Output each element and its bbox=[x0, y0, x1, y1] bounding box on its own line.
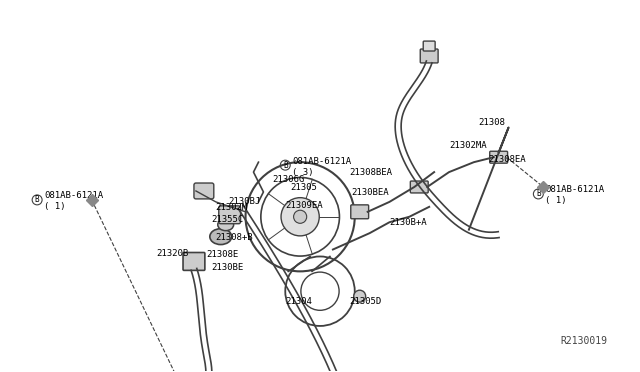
FancyBboxPatch shape bbox=[410, 181, 428, 193]
Text: B: B bbox=[536, 189, 541, 198]
Text: B: B bbox=[283, 161, 287, 170]
Text: 21355C: 21355C bbox=[211, 215, 243, 224]
Text: 21308EA: 21308EA bbox=[489, 155, 526, 164]
Text: 21305: 21305 bbox=[290, 183, 317, 192]
Text: R2130019: R2130019 bbox=[561, 336, 608, 346]
Text: 21302MA: 21302MA bbox=[449, 141, 486, 150]
Circle shape bbox=[281, 198, 319, 236]
Text: 21309EA: 21309EA bbox=[285, 201, 323, 210]
FancyBboxPatch shape bbox=[420, 49, 438, 63]
Text: 21308: 21308 bbox=[479, 118, 506, 128]
Text: 2130B+A: 2130B+A bbox=[390, 218, 427, 227]
Circle shape bbox=[294, 210, 307, 223]
FancyBboxPatch shape bbox=[219, 206, 241, 224]
Ellipse shape bbox=[210, 229, 232, 244]
Text: 21304: 21304 bbox=[285, 297, 312, 306]
Text: 081AB-6121A: 081AB-6121A bbox=[292, 157, 351, 166]
FancyBboxPatch shape bbox=[490, 151, 508, 163]
Text: 21320B: 21320B bbox=[156, 249, 189, 258]
Text: B: B bbox=[35, 195, 40, 204]
Text: ( 3): ( 3) bbox=[292, 168, 314, 177]
Text: 21308+B: 21308+B bbox=[216, 232, 253, 241]
Text: 2130BJ: 2130BJ bbox=[228, 197, 261, 206]
FancyBboxPatch shape bbox=[194, 183, 214, 199]
Text: 21302M: 21302M bbox=[216, 203, 248, 212]
FancyBboxPatch shape bbox=[183, 253, 205, 270]
Text: ( 1): ( 1) bbox=[44, 202, 65, 211]
FancyBboxPatch shape bbox=[351, 205, 369, 219]
Text: 21305D: 21305D bbox=[350, 297, 382, 306]
Circle shape bbox=[354, 290, 365, 302]
FancyBboxPatch shape bbox=[423, 41, 435, 51]
Text: 2130BEA: 2130BEA bbox=[352, 188, 389, 197]
Text: 21308E: 21308E bbox=[206, 250, 238, 259]
Text: 081AB-6121A: 081AB-6121A bbox=[44, 192, 103, 201]
Ellipse shape bbox=[221, 209, 236, 219]
Text: ( 1): ( 1) bbox=[545, 196, 567, 205]
Text: 2130BE: 2130BE bbox=[211, 263, 243, 272]
Text: 21308BEA: 21308BEA bbox=[350, 168, 393, 177]
Text: 081AB-6121A: 081AB-6121A bbox=[545, 186, 604, 195]
Text: 21306G: 21306G bbox=[273, 175, 305, 184]
Ellipse shape bbox=[218, 219, 234, 231]
